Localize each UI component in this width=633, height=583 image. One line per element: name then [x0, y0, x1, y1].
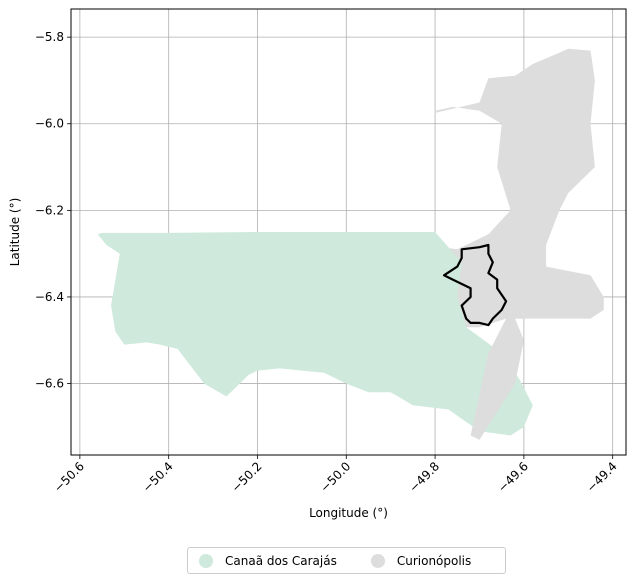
- x-tick-label: −49.6: [495, 459, 531, 495]
- region-cana-dos-caraj-s: [97, 232, 533, 436]
- x-tick-label: −50.6: [51, 459, 87, 495]
- plot-frame: [70, 8, 627, 456]
- y-tick-label: −6.4: [35, 290, 64, 304]
- x-tick-label: −50.0: [317, 459, 353, 495]
- highlight-boundary: [442, 243, 508, 327]
- y-axis-title: Latitude (°): [8, 198, 22, 267]
- legend-swatch-canaa: [199, 553, 213, 568]
- region-curion-polis-south-wedge-: [470, 245, 604, 440]
- legend-label-canaa: Canaã dos Carajás: [225, 553, 337, 568]
- y-tick-label: −5.8: [35, 30, 64, 44]
- legend-item-canaa: Canaã dos Carajás: [199, 553, 337, 568]
- x-tick-label: −49.4: [584, 459, 620, 495]
- x-tick-label: −49.8: [406, 459, 442, 495]
- map-regions: [97, 48, 604, 440]
- y-tick-label: −6.0: [35, 117, 64, 131]
- legend: Canaã dos Carajás Curionópolis: [187, 547, 506, 574]
- y-tick-label: −6.2: [35, 203, 64, 217]
- y-tick-label: −6.6: [35, 377, 64, 391]
- x-axis-title: Longitude (°): [309, 506, 388, 520]
- x-tick-label: −50.2: [229, 459, 265, 495]
- legend-item-curionopolis: Curionópolis: [370, 553, 472, 568]
- legend-swatch-curionopolis: [370, 553, 385, 568]
- x-tick-label: −50.4: [140, 459, 176, 495]
- legend-label-curionopolis: Curionópolis: [396, 553, 472, 568]
- region-curion-polis: [426, 48, 595, 328]
- highlight-outline: [442, 243, 508, 327]
